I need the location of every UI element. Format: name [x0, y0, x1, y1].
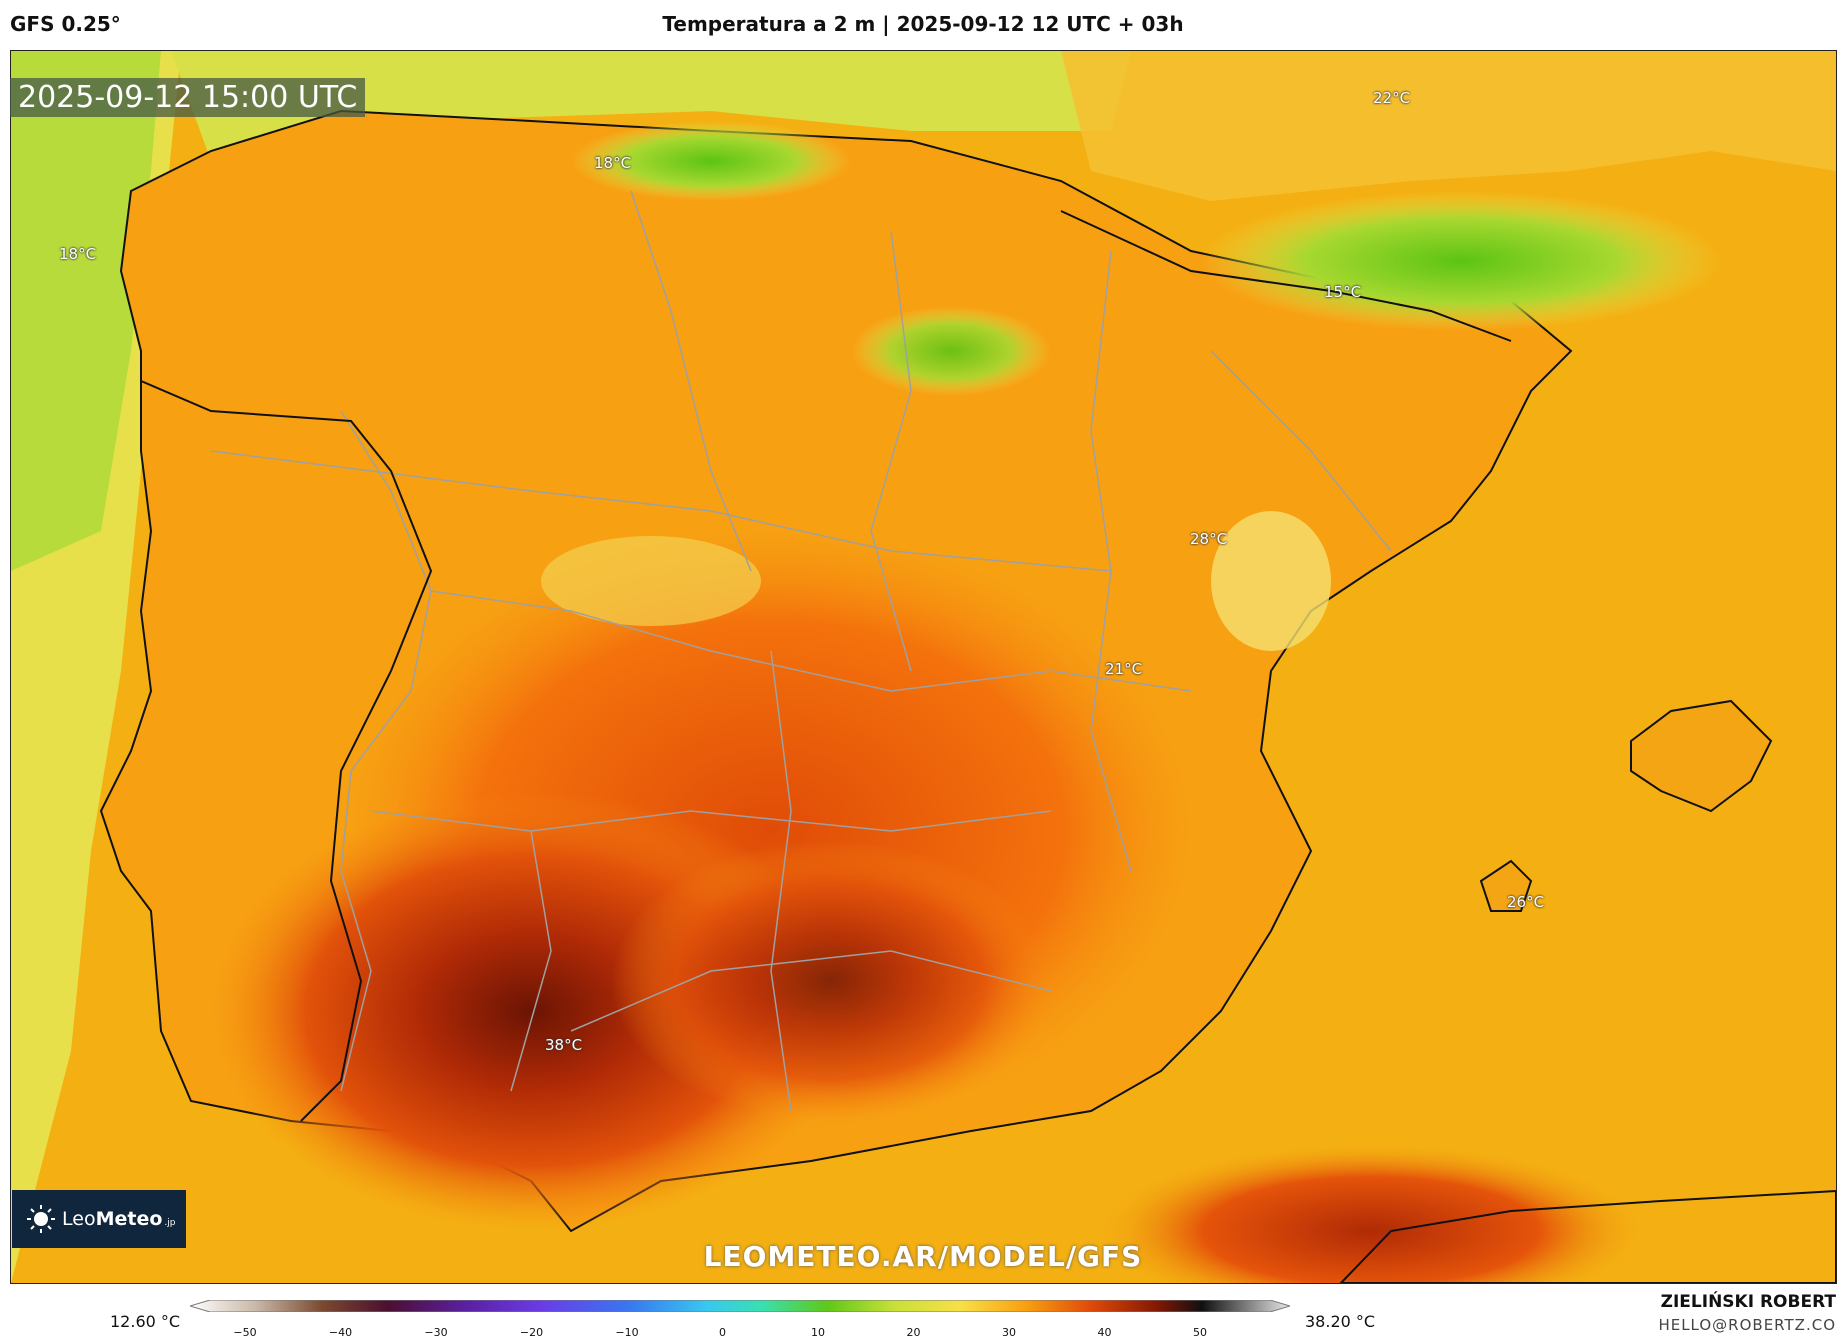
- africa-coast: [1339, 1189, 1836, 1283]
- temperature-label: 38°C: [545, 1036, 583, 1054]
- temperature-label: 15°C: [1324, 283, 1362, 301]
- north-cool-area: [171, 51, 1131, 161]
- france-area: [1061, 51, 1836, 201]
- colorbar-tick: 50: [1193, 1326, 1207, 1339]
- pyrenees-cool: [1201, 191, 1721, 331]
- central-system-cool: [541, 536, 761, 626]
- logo-name: LeoMeteo: [62, 1208, 163, 1230]
- portugal-border: [140, 380, 433, 1122]
- model-name: GFS 0.25°: [10, 12, 121, 36]
- france-border: [1060, 210, 1512, 342]
- colorbar-tick: −40: [328, 1326, 353, 1339]
- teruel-cool: [1211, 511, 1331, 651]
- colorbar-ticks: −50 −40 −30 −20 −10 0 10 20 30 40 50: [0, 1326, 1846, 1342]
- temperature-label: 26°C: [1507, 893, 1545, 911]
- cantabria-cool: [571, 121, 851, 201]
- valid-time-badge: 2025-09-12 15:00 UTC: [10, 78, 366, 117]
- colorbar-tick: 40: [1097, 1326, 1112, 1339]
- temperature-map[interactable]: [10, 50, 1837, 1284]
- colorbar-tick: 10: [811, 1326, 825, 1339]
- africa-heat: [1091, 1141, 1651, 1283]
- colorbar: [190, 1300, 1290, 1312]
- colorbar-tick: −20: [519, 1326, 544, 1339]
- colorbar-tick: −50: [233, 1326, 257, 1339]
- site-watermark: LEOMETEO.AR/MODEL/GFS: [703, 1240, 1143, 1273]
- atlantic-cool-area: [11, 51, 161, 571]
- colorbar-min-label: 12.60 °C: [110, 1312, 181, 1331]
- temperature-label: 18°C: [59, 245, 97, 263]
- map-title: Temperatura a 2 m | 2025-09-12 12 UTC + …: [662, 12, 1184, 36]
- region-borders: [210, 190, 1392, 1112]
- mallorca-island: [1630, 699, 1773, 813]
- colorbar-tick: −30: [424, 1326, 448, 1339]
- temperature-label: 21°C: [1105, 660, 1143, 678]
- temperature-label: 28°C: [1190, 530, 1228, 548]
- colorbar-max-label: 38.20 °C: [1305, 1312, 1376, 1331]
- map-canvas: [11, 51, 1836, 1283]
- sun-icon: [27, 1205, 55, 1233]
- temperature-label: 18°C: [594, 154, 632, 172]
- colorbar-tick: 0: [719, 1326, 726, 1339]
- temperature-label: 22°C: [1373, 89, 1411, 107]
- author-email[interactable]: HELLO@ROBERTZ.CO: [1658, 1316, 1836, 1334]
- southeast-heat: [611, 841, 1051, 1121]
- author-name: ZIELIŃSKI ROBERT: [1660, 1292, 1836, 1312]
- colorbar-tick: −10: [615, 1326, 639, 1339]
- logo-suffix: .jp: [164, 1218, 176, 1228]
- leometeo-logo[interactable]: LeoMeteo .jp: [12, 1190, 186, 1248]
- colorbar-tick: 20: [906, 1326, 921, 1339]
- iberian-system-cool: [851, 306, 1051, 396]
- ibiza-island: [1479, 859, 1533, 912]
- colorbar-tick: 30: [1002, 1326, 1016, 1339]
